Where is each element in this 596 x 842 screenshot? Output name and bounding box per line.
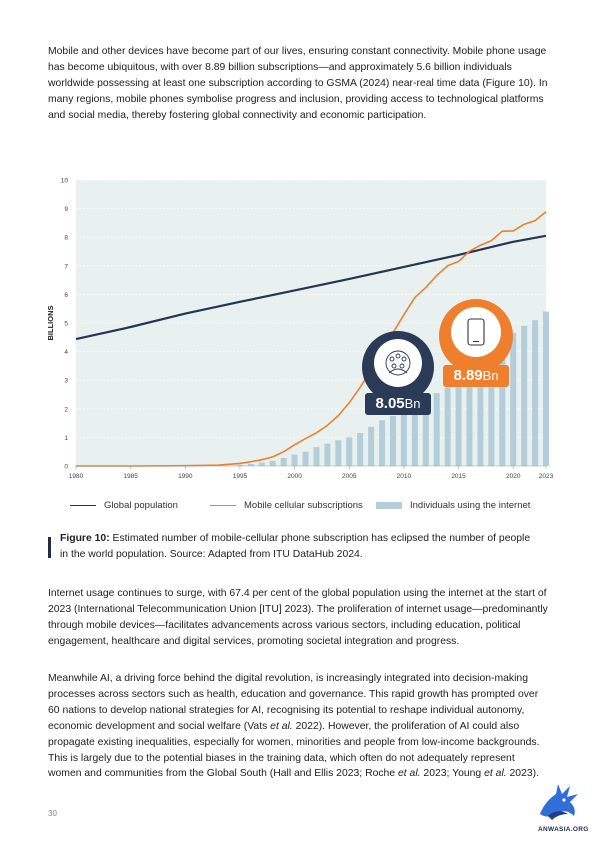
internet-bar (510, 333, 517, 466)
y-axis: 0 1 2 3 4 5 6 7 8 9 10 (61, 178, 69, 471)
badge-number: 8.05 (375, 395, 404, 412)
badge-value: 8.89Bn (453, 367, 498, 384)
x-tick-label: 2015 (451, 473, 466, 480)
y-tick-label: 8 (64, 235, 68, 242)
x-tick-label: 1990 (178, 473, 193, 480)
ai-paragraph-part: 2023). (506, 768, 539, 780)
badge-icon-bg (451, 307, 501, 357)
internet-bar (313, 447, 320, 466)
x-tick-label: 1995 (233, 473, 248, 480)
ai-paragraph: Meanwhile AI, a driving force behind the… (48, 671, 548, 782)
internet-bar (258, 462, 265, 466)
internet-bar (521, 325, 528, 466)
x-tick-label: 2005 (342, 473, 357, 480)
internet-bar (488, 358, 495, 466)
legend-swatch-mobile (210, 505, 236, 506)
internet-bar (280, 457, 287, 466)
logo-text: ANWASIA.ORG (538, 826, 589, 833)
intro-paragraph: Mobile and other devices have become par… (48, 46, 548, 121)
internet-bar (247, 463, 254, 466)
badge-number: 8.89 (453, 367, 482, 384)
y-tick-label: 7 (64, 263, 68, 270)
internet-bar (346, 437, 353, 466)
ai-paragraph-italic: et al. (398, 768, 421, 780)
internet-bar (379, 420, 386, 466)
internet-paragraph: Internet usage continues to surge, with … (48, 588, 548, 647)
y-tick-label: 9 (64, 206, 68, 213)
internet-bar (400, 408, 407, 466)
badge-label-bg (365, 393, 431, 415)
internet-bar (291, 454, 298, 466)
legend-swatch-internet (376, 502, 402, 509)
figure-caption: Figure 10: Estimated number of mobile-ce… (60, 531, 540, 562)
internet-bar (411, 403, 418, 466)
legend-swatch-population (70, 505, 96, 506)
legend-population: Global population (70, 500, 178, 511)
y-tick-label: 0 (64, 464, 68, 471)
x-tick-label: 2010 (397, 473, 412, 480)
smartphone-icon (467, 318, 485, 346)
internet-bar (499, 348, 506, 466)
value-badge: 8.89Bn (439, 299, 513, 387)
ai-paragraph-part: 2023; Young (420, 768, 485, 780)
internet-bar (477, 368, 484, 466)
x-axis: 1980 1985 1990 1995 2000 2005 2010 2015 2020 2023 (69, 465, 554, 480)
legend-internet: Individuals using the internet (376, 500, 530, 511)
y-tick-label: 6 (64, 292, 68, 299)
legend-label-internet: Individuals using the internet (410, 500, 531, 511)
badge-unit: Bn (405, 396, 421, 411)
x-tick-label: 2020 (506, 473, 521, 480)
badge-label-bg (443, 365, 509, 387)
internet-bar (433, 393, 440, 466)
internet-bar (236, 464, 243, 466)
internet-bar (532, 320, 539, 466)
badge-value: 8.05Bn (375, 395, 420, 412)
internet-bar (269, 460, 276, 466)
internet-bar (466, 374, 473, 466)
y-tick-label: 2 (64, 406, 68, 413)
internet-bar (542, 311, 550, 466)
internet-bar (422, 397, 429, 466)
ai-paragraph-part: 2022). However, the proliferation of AI … (48, 720, 540, 780)
internet-bar (368, 426, 375, 466)
legend-label-population: Global population (104, 500, 178, 511)
population-line (75, 234, 547, 341)
badge-icon-bg (374, 339, 422, 387)
caption-text: Estimated number of mobile-cellular phon… (60, 533, 531, 560)
bird-logo-icon (540, 784, 578, 820)
y-tick-label: 4 (64, 349, 68, 356)
internet-bar (335, 440, 342, 466)
ai-paragraph-italic: et al. (270, 720, 293, 732)
y-tick-label: 5 (64, 321, 68, 328)
y-tick-label: 10 (61, 178, 69, 185)
y-tick-label: 1 (64, 435, 68, 442)
internet-bar (324, 443, 331, 466)
legend-label-mobile: Mobile cellular subscriptions (244, 500, 363, 511)
caption-label: Figure 10: (60, 533, 110, 544)
subscriptions-chart: 0 1 2 3 4 5 6 7 8 9 10 1980 1985 1990 1995 2000 2005 201… (46, 178, 554, 481)
people-network-icon (385, 350, 411, 376)
caption-accent-bar (48, 537, 51, 558)
internet-bar (302, 451, 309, 466)
internet-bar (357, 433, 364, 466)
internet-bar (455, 381, 462, 466)
x-tick-label: 1985 (123, 473, 138, 480)
y-axis-label: BILLIONS (46, 306, 55, 341)
ai-paragraph-italic: et al. (484, 768, 507, 780)
legend-mobile: Mobile cellular subscriptions (210, 500, 363, 511)
x-tick-label: 2000 (287, 473, 302, 480)
internet-bar (389, 415, 396, 466)
x-tick-label: 2023 (539, 473, 554, 480)
page-number: 30 (48, 809, 57, 818)
badge-unit: Bn (483, 368, 499, 383)
ai-paragraph-part: Meanwhile AI, a driving force behind the… (48, 673, 539, 732)
internet-bar (444, 387, 451, 466)
internet-bars (236, 311, 550, 466)
y-tick-label: 3 (64, 378, 68, 385)
x-tick-label: 1980 (69, 473, 84, 480)
value-badge: 8.05Bn (362, 331, 434, 415)
